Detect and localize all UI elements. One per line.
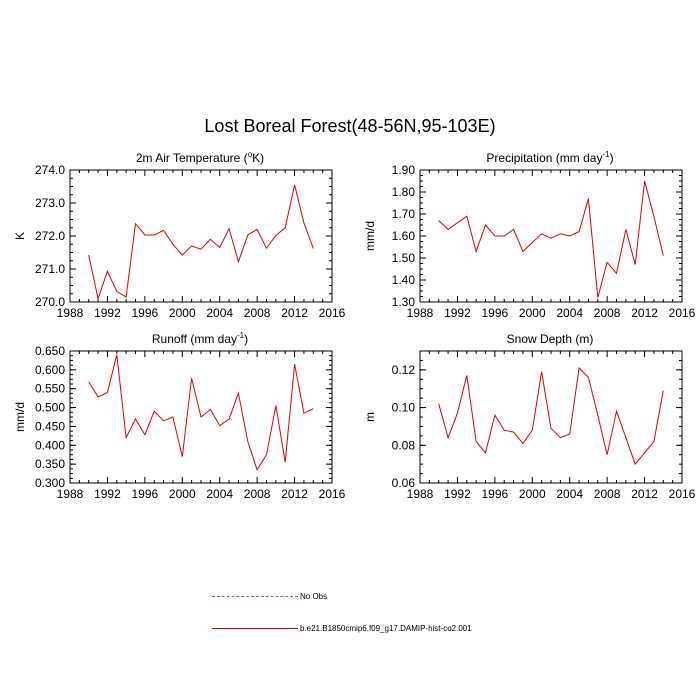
x-tick-label: 1996 [482, 487, 509, 501]
y-tick-label: 1.30 [392, 295, 416, 309]
y-tick-label: 0.600 [35, 363, 65, 377]
legend-item-model: b.e21.B1850cmip6.f09_g17.DAMIP-hist-co2.… [212, 624, 472, 633]
y-axis-label: K [13, 232, 27, 240]
x-tick-label: 1988 [407, 487, 434, 501]
y-tick-label: 0.300 [35, 476, 65, 490]
x-tick-label: 2016 [319, 306, 346, 320]
x-tick-label: 2008 [244, 306, 271, 320]
x-tick-label: 1992 [444, 306, 471, 320]
panel-title-air-temperature: 2m Air Temperature (oK) [70, 150, 330, 165]
panel-title-superscript: -1 [237, 331, 245, 340]
x-tick-label: 1996 [482, 306, 509, 320]
y-tick-label: 0.06 [392, 476, 416, 490]
panel-title-tail: ) [609, 151, 614, 165]
x-tick-label: 2000 [169, 487, 196, 501]
series-line [438, 180, 664, 298]
y-tick-label: 0.10 [392, 401, 416, 415]
panel-title-snow-depth: Snow Depth (m) [420, 331, 680, 346]
series-line [438, 366, 664, 466]
panel-title-main: 2m Air Temperature ( [135, 151, 248, 165]
legend-swatch-dashed [212, 596, 298, 598]
x-tick-label: 2012 [281, 306, 308, 320]
x-tick-label: 1992 [444, 487, 471, 501]
y-tick-label: 0.12 [392, 363, 416, 377]
y-tick-label: 0.08 [392, 438, 416, 452]
panel-title-main: Runoff (mm day [151, 332, 238, 346]
x-tick-label: 2012 [631, 306, 658, 320]
y-tick-label: 271.0 [35, 262, 65, 276]
series-line [88, 184, 314, 301]
y-tick-label: 273.0 [35, 196, 65, 210]
x-tick-label: 2000 [519, 306, 546, 320]
x-tick-label: 2004 [556, 487, 583, 501]
x-tick-label: 2012 [281, 487, 308, 501]
y-tick-label: 1.80 [392, 185, 416, 199]
x-tick-label: 1996 [132, 306, 159, 320]
y-tick-label: 0.450 [35, 419, 65, 433]
y-axis-label: mm/d [363, 221, 377, 251]
x-tick-label: 2004 [206, 306, 233, 320]
y-tick-label: 274.0 [35, 163, 65, 177]
plot-frame [419, 350, 683, 484]
x-tick-label: 2004 [556, 306, 583, 320]
y-tick-label: 270.0 [35, 295, 65, 309]
x-tick-label: 2008 [594, 487, 621, 501]
plot-frame [419, 169, 683, 303]
legend-item-obs: No Obs [212, 592, 327, 601]
panel-title-precipitation: Precipitation (mm day-1) [420, 150, 680, 165]
y-tick-label: 272.0 [35, 229, 65, 243]
y-tick-label: 0.650 [35, 344, 65, 358]
x-tick-label: 2000 [519, 487, 546, 501]
x-tick-label: 1988 [57, 487, 84, 501]
x-tick-label: 1992 [94, 487, 121, 501]
y-axis-label: m [363, 412, 377, 422]
x-tick-label: 2016 [669, 306, 696, 320]
y-tick-label: 1.40 [392, 273, 416, 287]
x-tick-label: 1988 [407, 306, 434, 320]
panel-title-runoff: Runoff (mm day-1) [70, 331, 330, 346]
panel-title-tail: ) [244, 332, 249, 346]
y-tick-label: 1.90 [392, 163, 416, 177]
x-tick-label: 1992 [94, 306, 121, 320]
x-tick-label: 2000 [169, 306, 196, 320]
x-tick-label: 2016 [319, 487, 346, 501]
legend-label-obs: No Obs [300, 592, 328, 601]
legend-label-model: b.e21.B1850cmip6.f09_g17.DAMIP-hist-co2.… [300, 624, 472, 633]
y-tick-label: 0.550 [35, 382, 65, 396]
panel-title-superscript: -1 [602, 150, 610, 159]
x-tick-label: 1996 [132, 487, 159, 501]
y-tick-label: 1.60 [392, 229, 416, 243]
panel-title-main: Snow Depth (m) [506, 332, 594, 346]
panel-title-tail: K) [252, 151, 265, 165]
series-line [88, 354, 314, 471]
x-tick-label: 1988 [57, 306, 84, 320]
x-tick-label: 2012 [631, 487, 658, 501]
x-tick-label: 2008 [244, 487, 271, 501]
y-tick-label: 0.350 [35, 457, 65, 471]
y-axis-label: mm/d [13, 402, 27, 432]
y-tick-label: 0.500 [35, 401, 65, 415]
panel-title-main: Precipitation (mm day [486, 151, 603, 165]
x-tick-label: 2004 [206, 487, 233, 501]
y-tick-label: 0.400 [35, 438, 65, 452]
panel-title-superscript: o [247, 150, 253, 159]
y-tick-label: 1.70 [392, 207, 416, 221]
legend-swatch-solid [212, 628, 298, 630]
y-tick-label: 1.50 [392, 251, 416, 265]
plot-frame [69, 169, 333, 303]
x-tick-label: 2008 [594, 306, 621, 320]
x-tick-label: 2016 [669, 487, 696, 501]
figure-title: Lost Boreal Forest(48-56N,95-103E) [204, 116, 496, 136]
